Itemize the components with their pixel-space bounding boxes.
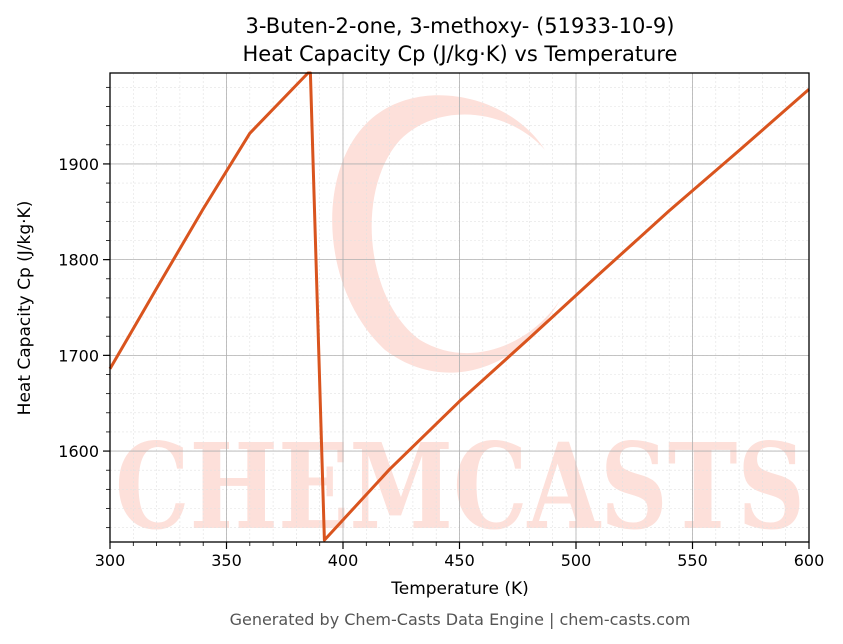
x-tick-label: 500	[561, 551, 592, 570]
x-axis: 300 350 400 450 500 550 600	[95, 542, 825, 570]
watermark: CHEMCASTS	[115, 95, 805, 556]
watermark-text: CHEMCASTS	[115, 417, 805, 556]
chart-title-line2: Heat Capacity Cp (J/kg·K) vs Temperature	[243, 42, 678, 66]
x-tick-label: 550	[677, 551, 708, 570]
chart-title-line1: 3-Buten-2-one, 3-methoxy- (51933-10-9)	[246, 14, 675, 38]
x-tick-label: 350	[211, 551, 242, 570]
y-axis-label: Heat Capacity Cp (J/kg·K)	[15, 201, 35, 416]
y-tick-label: 1800	[58, 251, 99, 270]
watermark-swirl-icon	[332, 95, 560, 373]
y-tick-label: 1600	[58, 442, 99, 461]
x-axis-label: Temperature (K)	[390, 579, 529, 599]
y-tick-label: 1900	[58, 155, 99, 174]
x-tick-label: 400	[328, 551, 359, 570]
y-axis: 1600 1700 1800 1900	[58, 86, 110, 529]
series-line	[108, 71, 810, 542]
x-tick-label: 450	[444, 551, 475, 570]
x-tick-label: 600	[794, 551, 825, 570]
x-tick-label: 300	[95, 551, 126, 570]
y-tick-label: 1700	[58, 346, 99, 365]
footer-credit: Generated by Chem-Casts Data Engine | ch…	[230, 610, 691, 629]
